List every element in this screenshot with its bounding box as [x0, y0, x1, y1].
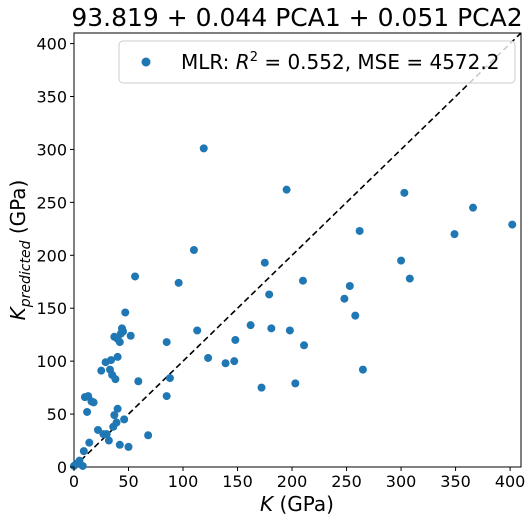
- x-tick-label: 300: [386, 472, 417, 491]
- data-point-71: [469, 203, 478, 212]
- chart-title: 93.819 + 0.044 PCA1 + 0.051 PCA2: [71, 3, 522, 32]
- x-tick-label: 150: [222, 472, 253, 491]
- x-tick-label: 200: [277, 472, 308, 491]
- data-point-30: [115, 440, 124, 449]
- data-point-16: [102, 430, 111, 439]
- y-tick-label: 200: [36, 246, 67, 265]
- data-point-12: [93, 425, 102, 434]
- data-point-37: [126, 331, 135, 340]
- data-point-22: [110, 411, 119, 420]
- legend-label-prefix: MLR:: [181, 50, 236, 74]
- x-tick-label: 250: [331, 472, 362, 491]
- data-point-40: [144, 431, 153, 440]
- data-point-61: [300, 341, 309, 350]
- y-tick-label: 400: [36, 35, 67, 54]
- data-point-60: [298, 276, 307, 285]
- data-point-46: [193, 326, 202, 335]
- legend-label-suffix: = 0.552, MSE = 4572.2: [258, 50, 499, 74]
- x-tick-label: 350: [440, 472, 471, 491]
- legend-box: [118, 40, 516, 84]
- data-point-70: [450, 230, 459, 239]
- x-axis-ticks: 0 50 100 150 200 250 300 350 400: [69, 467, 525, 491]
- x-tick-label: 0: [69, 472, 79, 491]
- y-axis-label-unit: (GPa): [6, 180, 30, 241]
- legend-marker: [141, 57, 151, 67]
- y-axis-label-symbol: K: [6, 305, 30, 320]
- data-point-62: [340, 294, 349, 303]
- data-point-67: [397, 256, 406, 265]
- y-tick-label: 350: [36, 88, 67, 107]
- data-point-51: [231, 335, 240, 344]
- data-point-19: [107, 356, 116, 365]
- y-axis-ticks: 0 50 100 150 200 250 300 350 400: [36, 35, 74, 477]
- data-point-45: [189, 246, 198, 254]
- y-tick-label: 300: [36, 140, 67, 159]
- data-point-44: [174, 278, 183, 287]
- data-point-9: [85, 438, 94, 447]
- data-point-55: [265, 290, 274, 299]
- legend-label-exp: 2: [250, 50, 258, 65]
- data-point-69: [405, 274, 414, 283]
- x-tick-label: 100: [168, 472, 199, 491]
- data-point-17: [104, 436, 113, 445]
- data-point-39: [134, 377, 143, 386]
- data-point-66: [358, 365, 367, 374]
- data-point-50: [230, 357, 239, 366]
- data-point-65: [355, 226, 364, 235]
- data-point-59: [291, 379, 300, 388]
- data-point-64: [351, 311, 360, 320]
- data-point-63: [345, 281, 354, 290]
- y-tick-label: 50: [47, 405, 67, 424]
- data-point-29: [115, 338, 124, 347]
- data-point-52: [246, 321, 255, 330]
- x-tick-label: 50: [118, 472, 138, 491]
- data-point-34: [120, 415, 129, 424]
- y-tick-label: 250: [36, 193, 67, 212]
- data-point-36: [124, 442, 133, 451]
- x-axis-label-unit: (GPa): [273, 492, 334, 516]
- legend: MLR: R2 = 0.552, MSE = 4572.2: [118, 40, 516, 84]
- data-point-54: [260, 258, 269, 267]
- data-point-53: [257, 383, 266, 392]
- x-tick-label: 400: [495, 472, 526, 491]
- legend-label-r: R: [236, 50, 250, 74]
- plot-frame: [73, 32, 522, 468]
- data-point-27: [113, 404, 122, 413]
- data-point-49: [221, 359, 230, 368]
- y-axis-label-sub: predicted: [18, 240, 34, 308]
- data-point-38: [131, 272, 140, 281]
- x-axis-label: K (GPa): [260, 492, 334, 516]
- y-axis-label: Kpredicted (GPa): [6, 180, 34, 321]
- legend-entry-mlr: MLR: R2 = 0.552, MSE = 4572.2: [181, 50, 499, 74]
- scatter-points: [70, 144, 517, 470]
- y-tick-label: 0: [57, 458, 67, 477]
- data-point-58: [285, 326, 294, 335]
- y-tick-label: 150: [36, 299, 67, 318]
- data-point-7: [83, 407, 92, 416]
- data-point-41: [162, 338, 171, 347]
- plot-area: 0 50 100 150 200 250 300 350 400 0 50 100 150 200 250…: [36, 32, 525, 491]
- data-point-4: [78, 461, 87, 470]
- data-point-43: [165, 374, 174, 383]
- data-point-26: [113, 352, 122, 361]
- data-point-11: [89, 398, 98, 407]
- data-point-13: [97, 366, 106, 375]
- data-point-48: [204, 353, 213, 362]
- data-point-25: [112, 418, 121, 427]
- data-point-57: [282, 185, 291, 194]
- y-tick-label: 100: [36, 352, 67, 371]
- data-point-56: [267, 324, 276, 333]
- data-point-42: [162, 392, 171, 401]
- data-point-47: [199, 144, 208, 153]
- data-point-5: [79, 447, 88, 456]
- data-point-68: [400, 188, 409, 197]
- data-point-72: [508, 220, 517, 229]
- data-point-33: [119, 327, 128, 336]
- x-axis-label-symbol: K: [260, 492, 275, 516]
- data-point-35: [121, 308, 130, 317]
- data-point-24: [111, 375, 120, 384]
